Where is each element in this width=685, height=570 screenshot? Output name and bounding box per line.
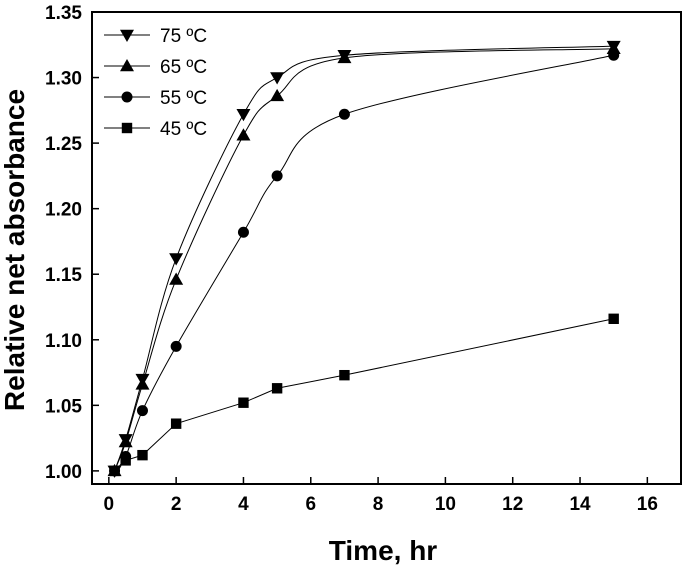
data-point xyxy=(238,397,249,408)
data-point xyxy=(237,226,249,238)
data-point xyxy=(170,418,182,429)
y-axis-ticks: 1.00 1.05 1.10 1.15 1.20 1.25 1.30 1.35 xyxy=(45,3,99,483)
series-layer xyxy=(107,40,621,478)
data-point xyxy=(137,449,148,461)
legend-label: 55 ºC xyxy=(160,88,207,109)
legend-marker xyxy=(120,59,134,72)
x-tick-label: 0 xyxy=(104,494,115,515)
data-point xyxy=(136,405,148,417)
y-tick-label: 1.30 xyxy=(45,69,82,90)
data-point xyxy=(135,377,150,390)
data-point xyxy=(118,435,133,448)
plot-frame xyxy=(91,11,682,485)
data-point xyxy=(169,253,184,266)
data-point xyxy=(337,50,352,64)
y-tick-label: 1.25 xyxy=(45,134,82,155)
data-point xyxy=(270,72,285,85)
data-point xyxy=(270,88,285,102)
x-axis-title: Time, hr xyxy=(329,535,438,566)
data-point xyxy=(170,340,182,352)
data-point xyxy=(169,272,184,285)
y-tick-label: 1.20 xyxy=(45,200,82,221)
data-point xyxy=(338,108,350,120)
data-point xyxy=(608,49,620,61)
x-axis-ticks: 0 2 4 6 8 10 12 14 16 xyxy=(104,477,658,515)
x-tick-label: 12 xyxy=(502,494,523,515)
y-tick-label: 1.10 xyxy=(45,331,82,352)
series-circle xyxy=(109,49,620,477)
y-tick-label: 1.35 xyxy=(45,3,82,24)
legend-marker xyxy=(121,91,133,103)
legend-label: 75 ºC xyxy=(160,26,207,47)
data-point xyxy=(109,465,120,477)
data-point xyxy=(271,383,283,394)
legend-marker xyxy=(121,122,133,134)
x-tick-label: 6 xyxy=(305,494,316,515)
series-square xyxy=(109,313,619,477)
legend: 75 ºC 65 ºC 55 ºC 45 ºC xyxy=(104,26,207,140)
x-tick-label: 8 xyxy=(373,494,384,515)
y-tick-label: 1.15 xyxy=(45,265,82,286)
data-point xyxy=(339,369,350,381)
x-tick-label: 14 xyxy=(569,494,591,515)
data-point xyxy=(608,313,619,324)
series-line xyxy=(114,48,614,472)
x-tick-label: 10 xyxy=(435,494,456,515)
series-line xyxy=(114,45,614,472)
legend-label: 45 ºC xyxy=(160,119,207,140)
x-tick-label: 4 xyxy=(238,494,249,515)
y-tick-label: 1.00 xyxy=(45,462,82,483)
data-point xyxy=(236,109,251,122)
data-point xyxy=(606,41,621,54)
series-line xyxy=(114,318,614,472)
x-tick-label: 2 xyxy=(171,494,182,515)
y-tick-label: 1.05 xyxy=(45,396,82,417)
legend-marker xyxy=(120,29,134,42)
series-line xyxy=(114,54,614,472)
data-point xyxy=(236,128,251,141)
data-point xyxy=(271,170,283,182)
data-point xyxy=(120,455,131,466)
legend-label: 65 ºC xyxy=(160,57,207,78)
y-axis-title: Relative net absorbance xyxy=(0,89,30,411)
x-tick-label: 16 xyxy=(637,494,658,515)
